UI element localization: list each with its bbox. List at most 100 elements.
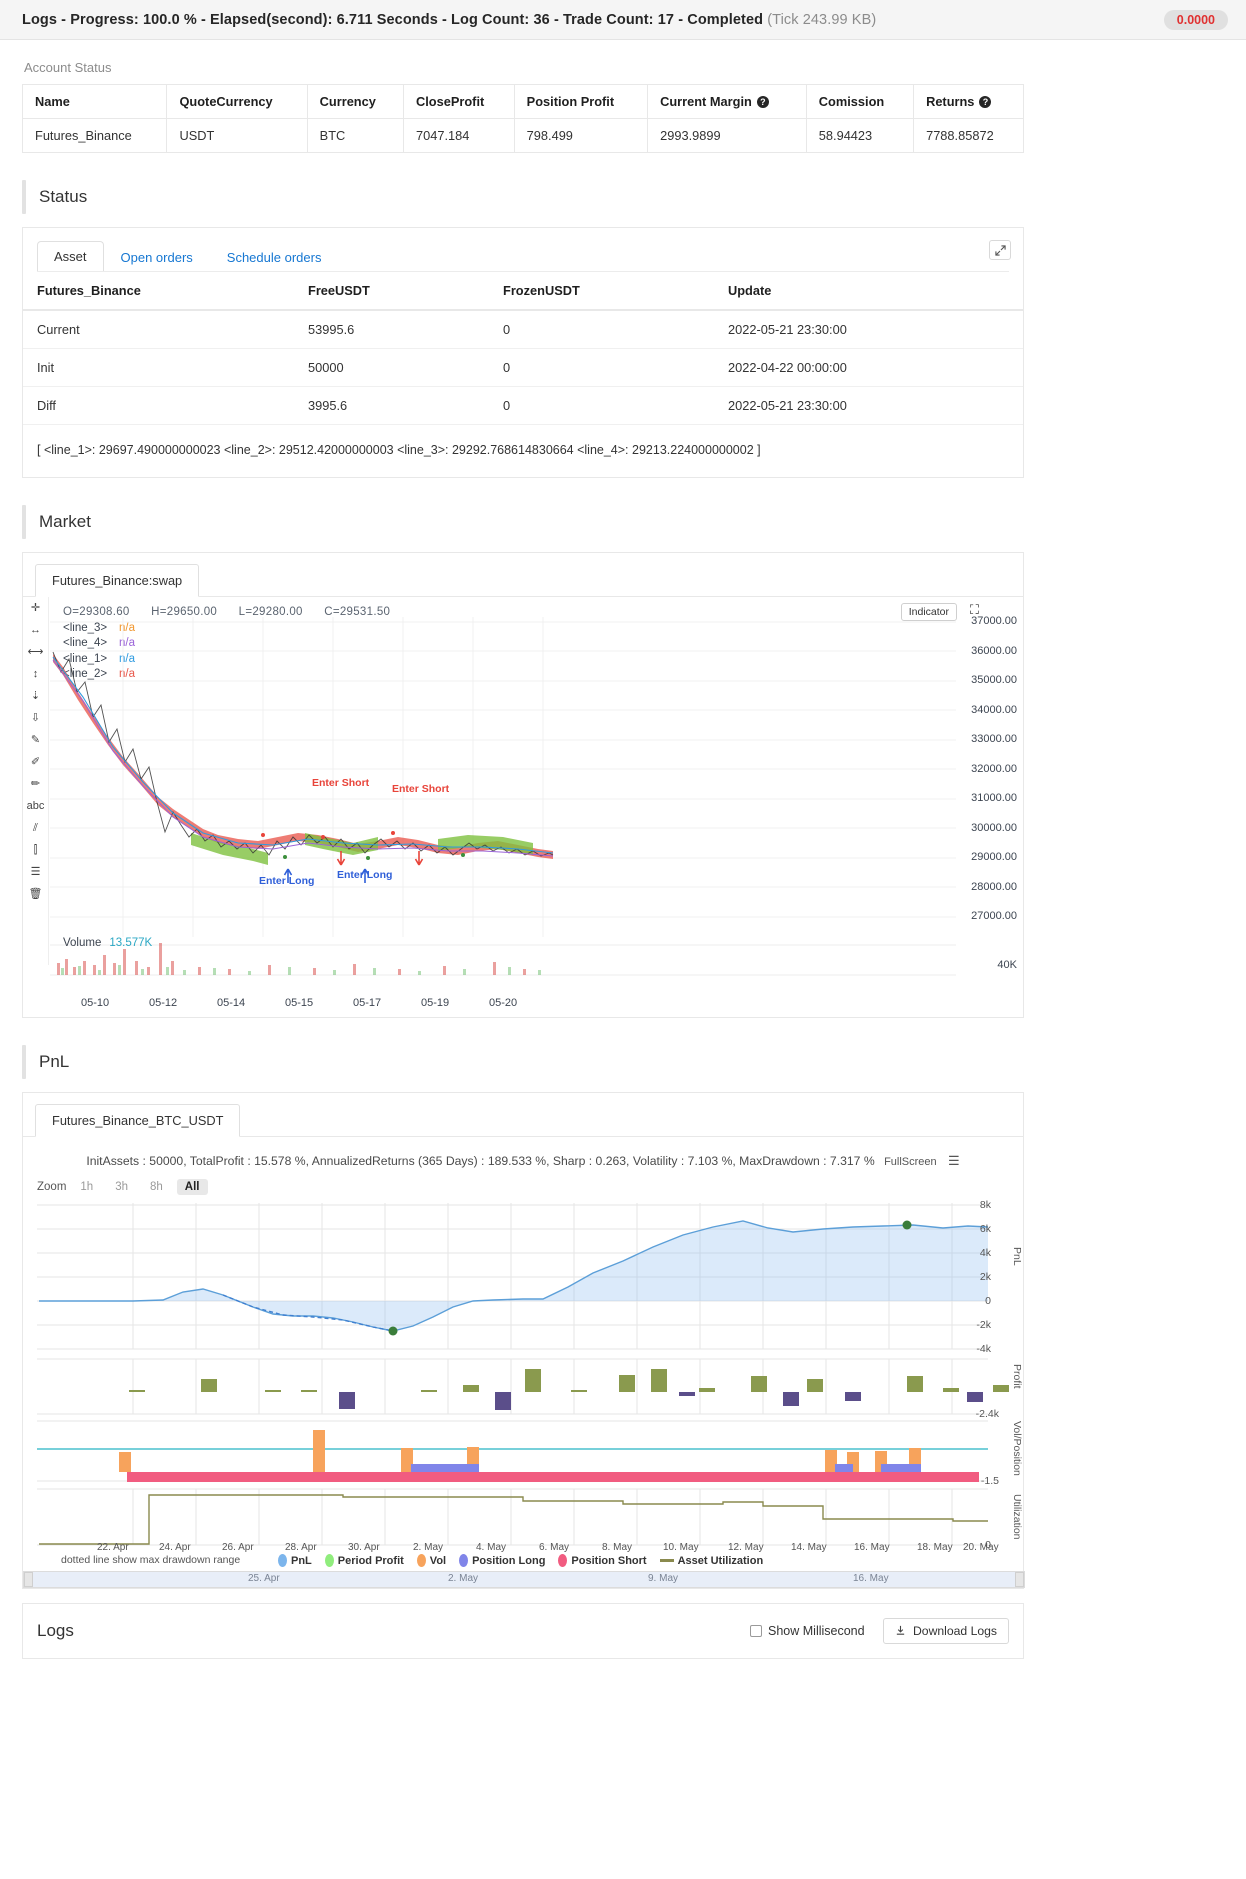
market-card: Futures_Binance:swap ✛ ↔ ⟷ ↕ ⇣ ⇩ ✎ ✐ ✏ a… xyxy=(22,552,1024,1018)
ohlc-readout: O=29308.60 H=29650.00 L=29280.00 C=29531… xyxy=(63,605,408,621)
tick-badge[interactable]: 0.0000 xyxy=(1163,9,1228,30)
cell-update-init: 2022-04-22 00:00:00 xyxy=(728,348,1023,387)
pnl-tick: 8k xyxy=(979,1199,991,1211)
volume-axis-tick: 40K xyxy=(997,959,1017,971)
status-section-title: Status xyxy=(22,179,1224,215)
fullscreen-label[interactable]: FullScreen xyxy=(884,1156,937,1168)
time-tick: 05-20 xyxy=(489,997,518,1009)
pattern-icon[interactable]: ⫿ xyxy=(33,844,38,856)
trash-icon[interactable]: 🗑 xyxy=(28,888,43,900)
text-icon[interactable]: abc xyxy=(26,800,45,812)
trade-markers xyxy=(261,831,465,883)
x-tick: 26. Apr xyxy=(222,1542,254,1553)
measure-icon[interactable]: ⫽ xyxy=(33,822,38,834)
legend-item-period-profit[interactable]: Period Profit xyxy=(324,1554,404,1567)
tab-asset[interactable]: Asset xyxy=(37,241,104,272)
legend-dot-vol xyxy=(416,1554,426,1567)
cell-returns: 7788.85872 xyxy=(913,118,1024,153)
help-icon-returns[interactable]: ? xyxy=(979,96,992,108)
pnl-tick: 4k xyxy=(979,1247,991,1259)
time-tick: 05-15 xyxy=(285,997,314,1009)
annotation-enter-long-2: Enter Long xyxy=(337,869,393,881)
col-frozenusdt: FrozenUSDT xyxy=(503,272,728,311)
chart-range-scrollbar[interactable]: 25. Apr 2. May 9. May 16. May xyxy=(23,1571,1025,1588)
profit-bars-positive xyxy=(129,1369,1009,1392)
zoom-8h[interactable]: 8h xyxy=(150,1181,163,1193)
trend-line-icon[interactable]: ⟷ xyxy=(27,646,44,658)
col-current-margin: Current Margin? xyxy=(647,84,807,119)
col-name: Name xyxy=(21,84,168,119)
horizontal-line-icon[interactable]: ↔ xyxy=(30,624,41,636)
pnl-title-bar xyxy=(22,1045,26,1079)
cell-closeprofit: 7047.184 xyxy=(403,118,515,153)
price-axis: 37000.00 36000.00 35000.00 34000.00 3300… xyxy=(955,597,1023,967)
x-tick: 24. Apr xyxy=(159,1542,191,1553)
arrow-down-icon[interactable]: ⇩ xyxy=(30,712,41,724)
pnl-section-title: PnL xyxy=(22,1044,1224,1080)
scroll-handle-left[interactable] xyxy=(24,1572,33,1587)
scroll-handle-right[interactable] xyxy=(1015,1572,1024,1587)
pnl-title-text: PnL xyxy=(39,1052,70,1071)
x-tick: 16. May xyxy=(854,1542,890,1553)
pencil-icon[interactable]: ✎ xyxy=(30,734,41,746)
high-value: H=29650.00 xyxy=(151,606,218,618)
cell-frozen-current: 0 xyxy=(503,310,728,349)
time-tick: 05-14 xyxy=(217,997,246,1009)
x-tick: 4. May xyxy=(476,1542,507,1553)
cell-currency: BTC xyxy=(306,118,405,153)
table-row: Init 50000 0 2022-04-22 00:00:00 xyxy=(23,348,1023,387)
x-tick: 2. May xyxy=(413,1542,444,1553)
status-tabs: Asset Open orders Schedule orders xyxy=(23,228,1023,272)
tab-futures-binance-swap[interactable]: Futures_Binance:swap xyxy=(35,564,200,597)
tab-schedule-orders[interactable]: Schedule orders xyxy=(226,250,322,265)
price-tick: 32000.00 xyxy=(971,763,1017,775)
help-icon-margin[interactable]: ? xyxy=(756,96,769,108)
table-header-row: Name QuoteCurrency Currency CloseProfit … xyxy=(21,84,1024,119)
checkbox-box[interactable] xyxy=(750,1625,763,1637)
tab-open-orders[interactable]: Open orders xyxy=(120,250,193,265)
col-update: Update xyxy=(728,272,1023,311)
menu-icon[interactable]: ☰ xyxy=(948,1153,960,1168)
candlestick-chart[interactable]: ✛ ↔ ⟷ ↕ ⇣ ⇩ ✎ ✐ ✏ abc ⫽ ⫿ ☰ 🗑 xyxy=(23,597,1023,1017)
indicator-button[interactable]: Indicator xyxy=(900,603,957,621)
legend-item-pnl[interactable]: PnL xyxy=(278,1554,312,1567)
line-4 xyxy=(52,659,554,857)
x-tick: 12. May xyxy=(728,1542,764,1553)
pnl-area xyxy=(39,1221,988,1331)
layout-icon[interactable]: ☰ xyxy=(30,866,41,878)
x-tick: 28. Apr xyxy=(285,1542,317,1553)
col-freeusdt: FreeUSDT xyxy=(308,272,503,311)
tab-futures-binance-btc-usdt[interactable]: Futures_Binance_BTC_USDT xyxy=(35,1104,241,1137)
line-1 xyxy=(52,656,554,854)
ray-icon[interactable]: ⇣ xyxy=(30,690,41,702)
fullscreen-icon[interactable]: ⛶ xyxy=(969,602,979,617)
brush-icon[interactable]: ✐ xyxy=(30,756,41,768)
grid-lines xyxy=(50,617,956,937)
market-title-bar xyxy=(22,505,26,539)
table-row: Diff 3995.6 0 2022-05-21 23:30:00 xyxy=(23,386,1023,425)
legend-item-asset-utilization[interactable]: Asset Utilization xyxy=(659,1555,763,1567)
account-status-label: Account Status xyxy=(24,60,112,75)
zoom-1h[interactable]: 1h xyxy=(80,1181,94,1193)
legend-item-position-short[interactable]: Position Short xyxy=(558,1554,647,1567)
pnl-composite-chart[interactable]: 8k 6k 4k 2k 0 -2k -4k -2.4k -1.5 0 PnL P… xyxy=(23,1199,1025,1569)
row-label-current[interactable]: Current xyxy=(23,310,308,349)
price-tick: 37000.00 xyxy=(971,615,1017,627)
scroll-track[interactable]: 25. Apr 2. May 9. May 16. May xyxy=(33,1572,1015,1587)
cell-name: Futures_Binance xyxy=(21,118,168,153)
cell-position-profit: 798.499 xyxy=(513,118,649,153)
crosshair-icon[interactable]: ✛ xyxy=(30,602,41,614)
legend-item-vol[interactable]: Vol xyxy=(416,1554,446,1567)
pnl-stats-text: InitAssets : 50000, TotalProfit : 15.578… xyxy=(86,1154,875,1168)
legend-item-position-long[interactable]: Position Long xyxy=(459,1554,545,1567)
zoom-3h[interactable]: 3h xyxy=(115,1181,128,1193)
x-tick: 20. May xyxy=(963,1542,999,1553)
vertical-line-icon[interactable]: ↕ xyxy=(32,668,39,680)
expand-icon[interactable] xyxy=(989,240,1011,260)
download-logs-button[interactable]: Download Logs xyxy=(882,1618,1009,1644)
show-millisecond-checkbox[interactable]: Show Millisecond xyxy=(750,1624,865,1638)
legend-dot-pnl xyxy=(278,1554,287,1567)
zoom-all[interactable]: All xyxy=(176,1179,208,1195)
marker-icon[interactable]: ✏ xyxy=(30,778,41,790)
candle-wicks xyxy=(52,651,554,857)
